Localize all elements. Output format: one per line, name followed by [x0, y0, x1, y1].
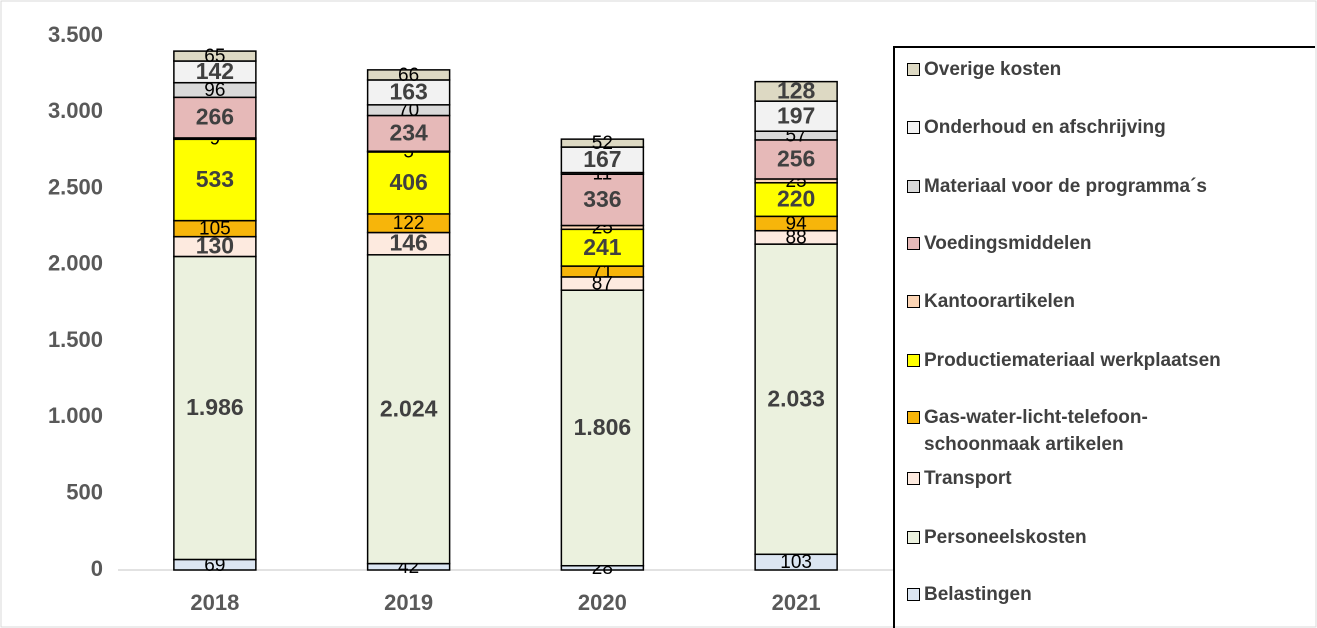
- legend-item: Onderhoud en afschrijving: [907, 114, 1307, 141]
- legend-item: Gas-water-licht-telefoon-schoonmaak arti…: [907, 404, 1307, 458]
- y-tick-label: 0: [91, 556, 103, 581]
- data-label: 241: [583, 234, 622, 260]
- bar-segment: [173, 138, 257, 222]
- data-label: 266: [196, 104, 234, 130]
- bar-segment: [366, 114, 451, 152]
- legend-label: Personeelskosten: [924, 527, 1087, 548]
- bar-segment: [560, 138, 645, 148]
- bar-segment: [560, 146, 645, 174]
- legend: Overige kosten Onderhoud en afschrijving M…: [893, 46, 1315, 628]
- data-label: 406: [389, 169, 427, 195]
- data-label: 128: [777, 77, 816, 103]
- legend-swatch: [907, 411, 920, 424]
- legend-swatch: [907, 63, 920, 76]
- legend-swatch: [907, 354, 920, 367]
- legend-label: Gas-water-licht-telefoon-schoonmaak arti…: [924, 407, 1148, 455]
- data-label: 94: [786, 214, 808, 235]
- bar-segment: [754, 139, 838, 180]
- y-tick-label: 3.000: [48, 98, 103, 123]
- bar-segment: [754, 243, 838, 556]
- legend-swatch: [907, 180, 920, 193]
- x-tick-label: 2019: [384, 590, 433, 615]
- bar-segment: [366, 69, 451, 81]
- data-label: 122: [393, 213, 425, 234]
- legend-label: Onderhoud en afschrijving: [924, 117, 1166, 138]
- x-tick-label: 2020: [578, 590, 627, 615]
- data-label: 142: [196, 58, 234, 84]
- x-tick-label: 2018: [190, 590, 239, 615]
- data-label: 2.033: [767, 385, 825, 411]
- bar-segment: [754, 100, 838, 132]
- bar-segment: [560, 173, 645, 227]
- bar-segment: [366, 151, 451, 215]
- bar-segment: [366, 254, 451, 565]
- legend-label: Belastingen: [924, 584, 1032, 605]
- legend-swatch: [907, 531, 920, 544]
- data-label: 163: [389, 78, 427, 104]
- bar-segment: [173, 255, 257, 561]
- data-label: 65: [204, 46, 225, 67]
- legend-item: Voedingsmiddelen: [907, 230, 1307, 257]
- legend-swatch: [907, 237, 920, 250]
- data-label: 9: [210, 129, 221, 150]
- legend-item: Materiaal voor de programma´s: [907, 173, 1307, 200]
- legend-label: Kantoorartikelen: [924, 291, 1075, 312]
- legend-item: Kantoorartikelen: [907, 288, 1307, 315]
- y-tick-label: 500: [66, 480, 103, 505]
- data-label: 220: [777, 186, 815, 212]
- legend-swatch: [907, 588, 920, 601]
- y-tick-label: 1.000: [48, 403, 103, 428]
- bar-segment: [560, 289, 645, 567]
- data-label: 256: [777, 146, 815, 172]
- legend-swatch: [907, 121, 920, 134]
- data-label: 197: [777, 102, 815, 128]
- y-tick-label: 3.500: [48, 22, 103, 47]
- data-label: 52: [592, 133, 613, 154]
- legend-item: Transport: [907, 465, 1307, 492]
- data-label: 105: [199, 219, 231, 240]
- legend-swatch: [907, 295, 920, 308]
- legend-swatch: [907, 472, 920, 485]
- data-label: 167: [583, 146, 621, 172]
- data-label: 5: [403, 142, 414, 163]
- bar-segment: [366, 79, 451, 106]
- data-label: 88: [786, 227, 807, 248]
- legend-label: Materiaal voor de programma´s: [924, 176, 1207, 197]
- legend-label: Productiemateriaal werkplaatsen: [924, 350, 1221, 371]
- legend-item: Productiemateriaal werkplaatsen: [907, 347, 1307, 374]
- data-label: 533: [196, 166, 234, 192]
- data-label: 96: [204, 80, 225, 101]
- y-tick-label: 1.500: [48, 327, 103, 352]
- bar-segment: [173, 50, 257, 62]
- legend-label: Overige kosten: [924, 59, 1062, 80]
- legend-label: Transport: [924, 468, 1012, 489]
- data-label: 103: [780, 552, 812, 573]
- data-label: 1.806: [574, 414, 632, 440]
- data-label: 2.024: [380, 395, 438, 421]
- data-label: 234: [389, 119, 428, 145]
- bar-segment: [560, 228, 645, 267]
- y-tick-label: 2.000: [48, 251, 103, 276]
- legend-label: Voedingsmiddelen: [924, 233, 1092, 254]
- data-label: 1.986: [186, 394, 244, 420]
- data-label: 87: [592, 274, 613, 295]
- bar-segment: [754, 80, 838, 102]
- legend-item: Belastingen: [907, 581, 1307, 608]
- data-label: 336: [583, 186, 621, 212]
- bar-segment: [173, 96, 257, 139]
- data-label: 66: [398, 65, 419, 86]
- legend-item: Overige kosten: [907, 56, 1307, 83]
- data-label: 146: [389, 230, 427, 256]
- x-tick-label: 2021: [772, 590, 821, 615]
- y-tick-label: 2.500: [48, 174, 103, 199]
- legend-item: Personeelskosten: [907, 524, 1307, 551]
